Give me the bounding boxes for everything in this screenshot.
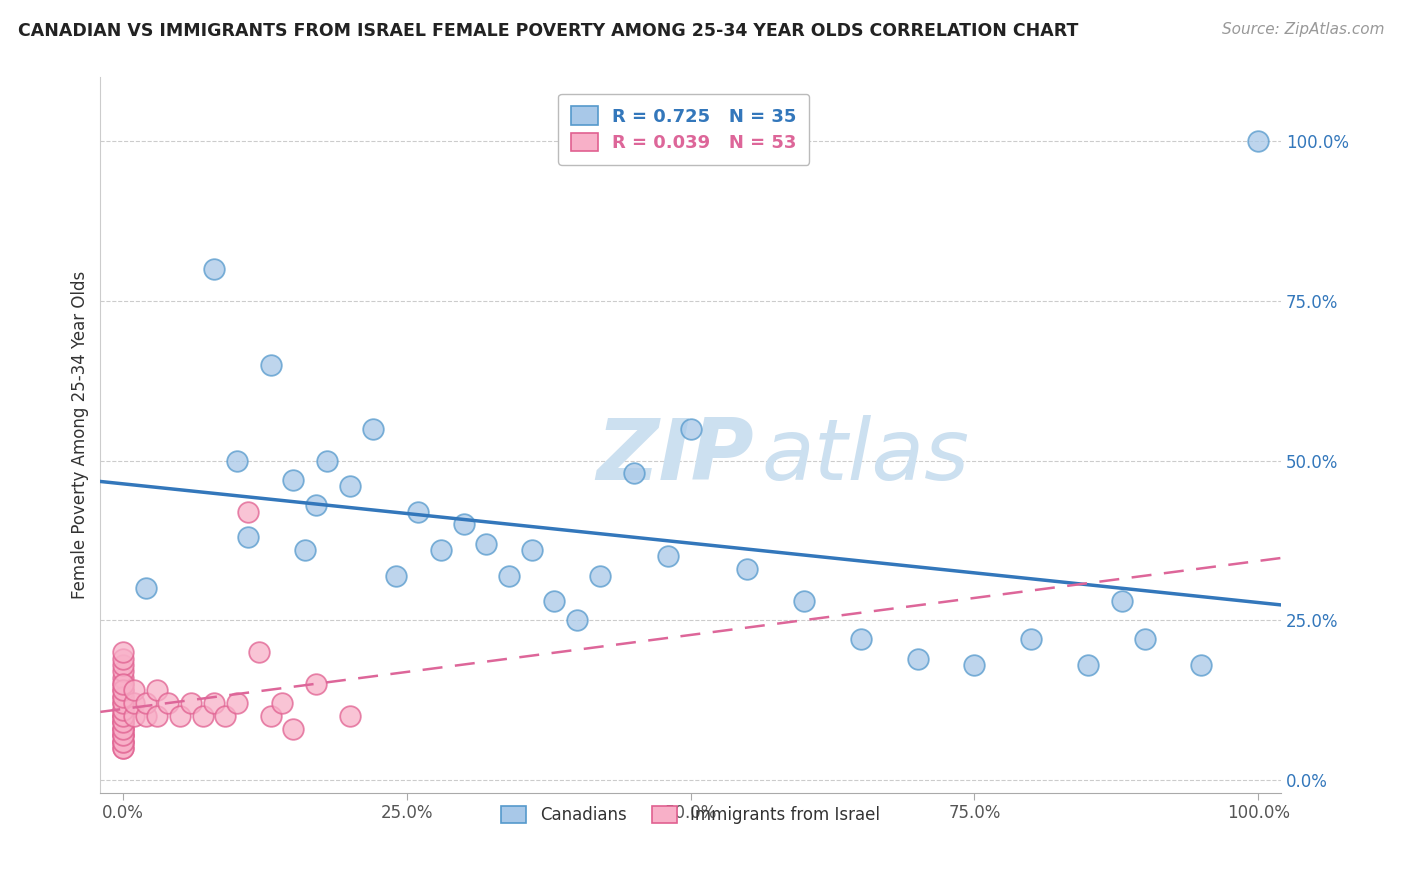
Point [112,703,135,717]
Point [112,683,135,698]
Point [169,709,191,723]
Point [112,665,135,679]
Point [124,696,146,710]
Point [430,543,453,558]
Point [384,568,406,582]
Point [124,709,146,723]
Text: ZIP: ZIP [596,415,754,498]
Point [112,709,135,723]
Point [737,562,759,576]
Point [283,473,305,487]
Point [112,715,135,730]
Point [112,677,135,691]
Point [202,696,225,710]
Point [1133,632,1156,647]
Point [589,568,612,582]
Point [259,358,281,372]
Point [112,722,135,736]
Point [112,715,135,730]
Point [498,568,520,582]
Point [316,453,339,467]
Point [112,696,135,710]
Point [294,543,316,558]
Point [180,696,202,710]
Point [214,709,236,723]
Point [339,709,361,723]
Point [112,690,135,704]
Point [146,709,169,723]
Legend: Canadians, Immigrants from Israel: Canadians, Immigrants from Israel [492,797,890,834]
Point [112,734,135,748]
Text: atlas: atlas [762,415,970,498]
Point [963,657,986,672]
Point [520,543,543,558]
Point [112,683,135,698]
Point [305,498,328,512]
Point [849,632,872,647]
Point [157,696,180,710]
Text: CANADIAN VS IMMIGRANTS FROM ISRAEL FEMALE POVERTY AMONG 25-34 YEAR OLDS CORRELAT: CANADIAN VS IMMIGRANTS FROM ISRAEL FEMAL… [18,22,1078,40]
Point [565,613,588,627]
Point [259,709,281,723]
Point [135,696,157,710]
Point [339,479,361,493]
Point [1111,594,1133,608]
Point [112,728,135,742]
Point [236,530,259,544]
Point [112,677,135,691]
Point [202,262,225,277]
Point [225,453,247,467]
Text: Source: ZipAtlas.com: Source: ZipAtlas.com [1222,22,1385,37]
Point [112,696,135,710]
Point [1019,632,1042,647]
Point [112,709,135,723]
Point [1191,657,1213,672]
Point [112,651,135,665]
Y-axis label: Female Poverty Among 25-34 Year Olds: Female Poverty Among 25-34 Year Olds [72,271,89,599]
Point [112,703,135,717]
Point [112,722,135,736]
Point [406,505,429,519]
Point [112,690,135,704]
Point [283,722,305,736]
Point [453,517,475,532]
Point [1077,657,1099,672]
Point [112,709,135,723]
Point [112,722,135,736]
Point [236,505,259,519]
Point [112,734,135,748]
Point [271,696,294,710]
Point [305,677,328,691]
Point [247,645,270,659]
Point [135,709,157,723]
Point [793,594,815,608]
Point [146,683,169,698]
Point [112,728,135,742]
Point [475,536,498,550]
Point [191,709,214,723]
Point [361,422,384,436]
Point [225,696,247,710]
Point [907,651,929,665]
Point [112,741,135,756]
Point [1247,134,1270,148]
Point [112,741,135,756]
Point [112,671,135,685]
Point [112,715,135,730]
Point [543,594,565,608]
Point [112,645,135,659]
Point [124,683,146,698]
Point [112,657,135,672]
Point [679,422,702,436]
Point [623,467,645,481]
Point [657,549,679,564]
Point [112,728,135,742]
Point [135,582,157,596]
Point [112,734,135,748]
